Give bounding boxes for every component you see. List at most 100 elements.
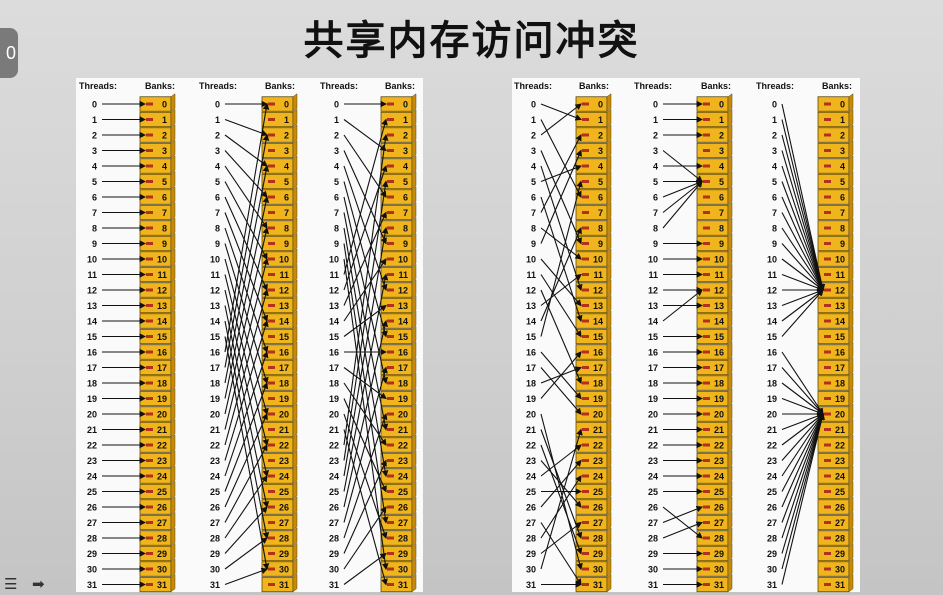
bank-cell-side xyxy=(606,403,612,422)
bank-port xyxy=(582,505,589,509)
thread-number: 19 xyxy=(329,394,339,404)
bank-port xyxy=(703,443,710,447)
bank-port xyxy=(146,412,153,416)
thread-number: 31 xyxy=(767,580,777,590)
bank-cell-side xyxy=(411,279,417,298)
bank-port xyxy=(146,443,153,447)
thread-number: 8 xyxy=(215,224,220,234)
thread-to-bank-arrow xyxy=(662,180,703,213)
thread-number: 30 xyxy=(767,565,777,575)
bank-port xyxy=(703,536,710,540)
thread-number: 14 xyxy=(329,317,339,327)
thread-number: 14 xyxy=(210,317,220,327)
bank-number: 31 xyxy=(714,580,724,590)
bank-number: 1 xyxy=(284,115,289,125)
bank-cell-side xyxy=(170,496,176,515)
thread-number: 17 xyxy=(648,363,658,373)
thread-number: 24 xyxy=(526,472,536,482)
bank-port xyxy=(703,149,710,152)
bank-cell-side xyxy=(606,279,612,298)
bank-cell-side xyxy=(848,465,854,484)
bank-number: 4 xyxy=(284,162,289,172)
page-title: 共享内存访问冲突 xyxy=(303,18,640,64)
bank-cell-side xyxy=(727,356,733,376)
bank-cell-side xyxy=(727,372,733,391)
bank-port xyxy=(582,164,589,168)
thread-to-bank-arrow xyxy=(224,506,268,554)
bank-port xyxy=(582,195,589,199)
bank-number: 29 xyxy=(593,549,603,559)
bank-port xyxy=(146,474,153,478)
bank-port xyxy=(387,133,394,137)
bank-port xyxy=(146,381,153,385)
thread-number: 19 xyxy=(767,394,777,404)
thread-to-bank-arrow xyxy=(224,133,270,368)
bank-number: 28 xyxy=(157,534,167,544)
bank-number: 22 xyxy=(157,441,167,451)
thread-number: 17 xyxy=(210,363,220,373)
thread-number: 14 xyxy=(648,317,658,327)
thread-number: 5 xyxy=(531,177,536,187)
bank-port xyxy=(703,350,710,354)
bank-number: 11 xyxy=(593,270,603,280)
bank-port xyxy=(703,552,710,555)
bank-number: 30 xyxy=(593,565,603,575)
bank-number: 15 xyxy=(835,332,845,342)
thread-to-bank-arrow xyxy=(224,305,270,509)
thread-number: 9 xyxy=(653,239,658,249)
bank-number: 27 xyxy=(157,518,167,528)
thread-number: 7 xyxy=(531,208,536,218)
bank-port xyxy=(387,118,394,121)
thread-number: 6 xyxy=(92,193,97,203)
thread-number: 1 xyxy=(653,115,658,125)
thread-to-bank-arrow xyxy=(224,336,270,571)
thread-number: 14 xyxy=(526,317,536,327)
bank-number: 14 xyxy=(398,317,408,327)
bank-cell-side xyxy=(411,387,417,407)
bank-port xyxy=(387,521,394,524)
bank-cell-side xyxy=(170,170,176,190)
bank-number: 31 xyxy=(398,580,408,590)
bank-number: 14 xyxy=(835,317,845,327)
thread-to-bank-arrow xyxy=(540,367,582,415)
thread-number: 8 xyxy=(334,224,339,234)
bank-cell-side xyxy=(606,170,612,190)
thread-number: 30 xyxy=(210,565,220,575)
bank-port xyxy=(387,273,394,276)
bank-number: 1 xyxy=(403,115,408,125)
bank-cell-side xyxy=(727,248,733,267)
arrow-right-icon[interactable]: ➡ xyxy=(32,576,45,593)
bank-cell-side xyxy=(411,325,417,345)
thread-number: 23 xyxy=(526,456,536,466)
bank-port xyxy=(268,366,275,369)
thread-number: 11 xyxy=(648,270,658,280)
thread-number: 20 xyxy=(767,410,777,420)
bank-port xyxy=(146,102,153,106)
bank-number: 17 xyxy=(714,363,724,373)
thread-number: 6 xyxy=(653,193,658,203)
thread-number: 8 xyxy=(531,224,536,234)
bank-cell-side xyxy=(292,511,298,531)
bank-number: 24 xyxy=(279,472,289,482)
bank-cell-side xyxy=(411,356,417,376)
bank-port xyxy=(703,273,710,276)
bank-port xyxy=(146,397,153,400)
thread-number: 13 xyxy=(526,301,536,311)
bank-number: 21 xyxy=(835,425,845,435)
thread-number: 26 xyxy=(767,503,777,513)
bank-cell-side xyxy=(170,310,176,329)
bank-port xyxy=(268,536,275,540)
thread-number: 20 xyxy=(329,410,339,420)
thread-to-bank-arrow xyxy=(781,273,825,292)
bank-port xyxy=(146,288,153,292)
bank-cell-side xyxy=(727,279,733,298)
bank-port xyxy=(703,459,710,462)
thread-to-bank-arrow xyxy=(781,243,824,291)
menu-icon[interactable]: ☰ xyxy=(4,576,18,593)
bank-cell-side xyxy=(170,418,176,438)
bank-cell-side xyxy=(292,124,298,143)
thread-number: 30 xyxy=(648,565,658,575)
thread-number: 15 xyxy=(329,332,339,342)
bank-number: 20 xyxy=(835,410,845,420)
thread-to-bank-arrow xyxy=(662,521,704,539)
